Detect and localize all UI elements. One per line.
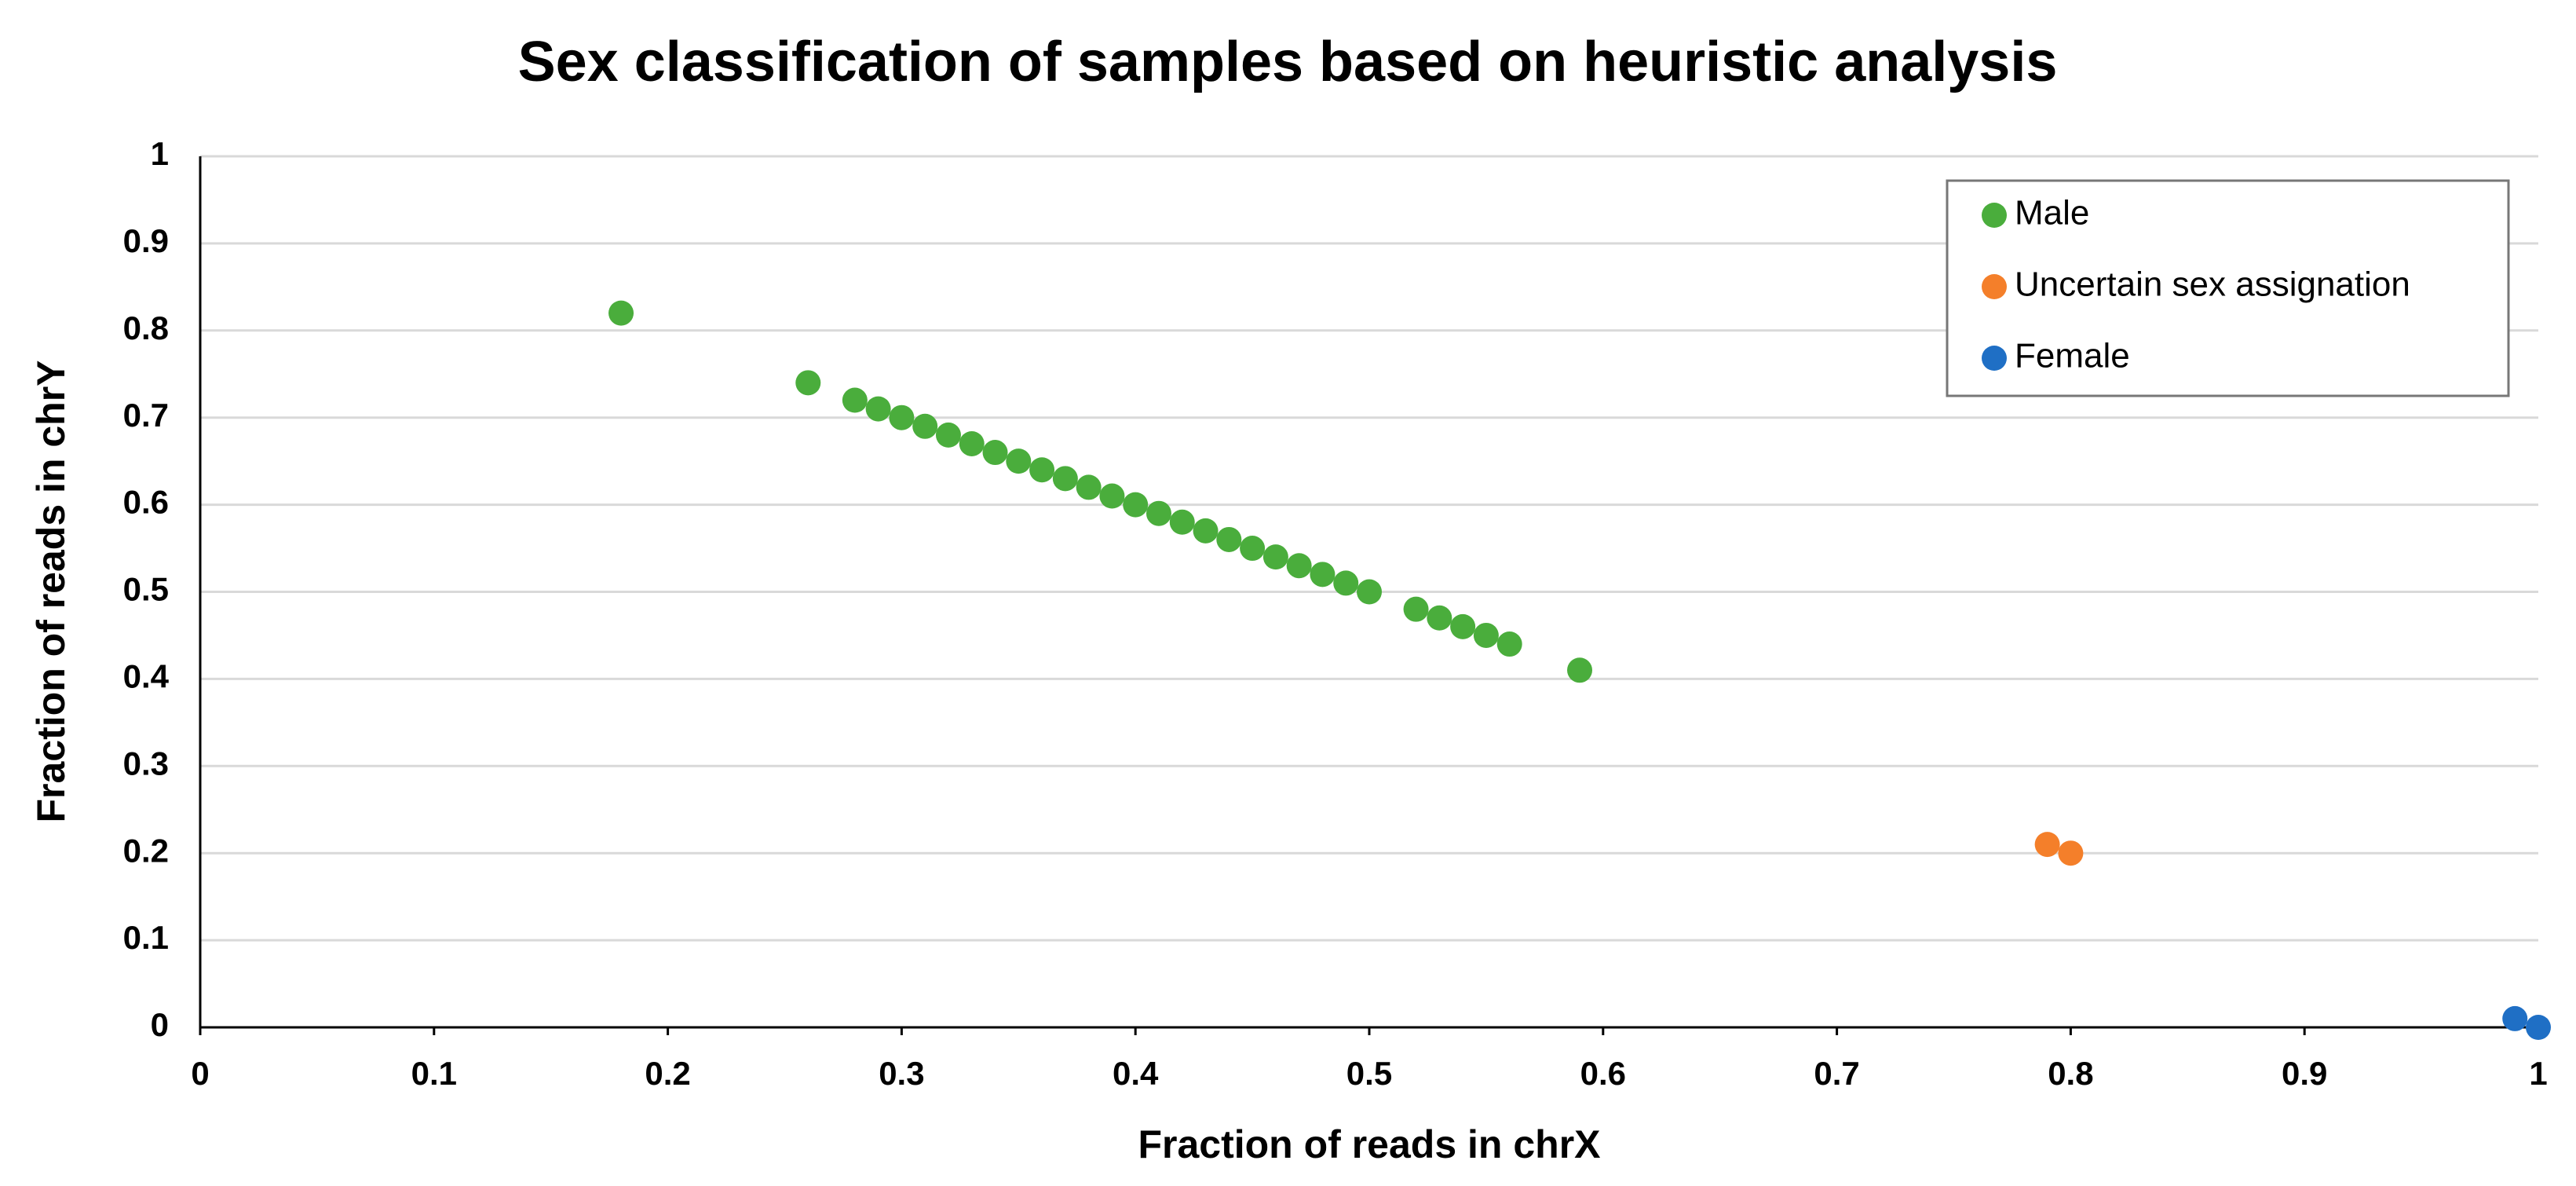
- point: [1123, 492, 1149, 518]
- point: [1052, 466, 1078, 492]
- point: [1473, 622, 1499, 648]
- legend-marker: [1982, 346, 2007, 371]
- x-tick-label: 0.9: [2282, 1055, 2327, 1092]
- y-tick-label: 1: [151, 135, 169, 172]
- point: [982, 440, 1008, 466]
- y-tick-label: 0.3: [123, 745, 169, 782]
- point: [1450, 613, 1476, 639]
- point: [608, 300, 634, 326]
- y-tick-label: 0.5: [123, 571, 169, 608]
- y-tick-label: 0.9: [123, 222, 169, 259]
- point: [795, 370, 821, 396]
- chart-title: Sex classification of samples based on h…: [518, 31, 2058, 93]
- point: [1029, 457, 1055, 483]
- point: [935, 422, 961, 448]
- point: [1310, 562, 1336, 588]
- point: [1357, 579, 1382, 605]
- legend-marker: [1982, 203, 2007, 228]
- x-tick-label: 0.8: [2048, 1055, 2093, 1092]
- point: [889, 404, 915, 430]
- point: [2034, 832, 2060, 858]
- x-tick-label: 1: [2529, 1055, 2547, 1092]
- x-tick-label: 0.3: [879, 1055, 924, 1092]
- y-tick-label: 0.8: [123, 309, 169, 346]
- legend-marker: [1982, 274, 2007, 299]
- y-tick-label: 0.2: [123, 832, 169, 869]
- point: [1496, 631, 1522, 657]
- point: [2526, 1015, 2551, 1040]
- legend-label: Male: [2015, 194, 2089, 232]
- point: [1567, 657, 1593, 683]
- point: [2502, 1005, 2528, 1031]
- x-tick-label: 0.4: [1113, 1055, 1159, 1092]
- y-tick-label: 0: [151, 1006, 169, 1043]
- point: [1169, 509, 1195, 535]
- point: [1286, 553, 1312, 579]
- legend-label: Female: [2015, 337, 2130, 375]
- point: [1145, 500, 1171, 526]
- x-tick-label: 0.5: [1346, 1055, 1392, 1092]
- y-tick-label: 0.6: [123, 484, 169, 521]
- point: [1193, 518, 1219, 544]
- point: [959, 430, 985, 456]
- x-tick-label: 0.1: [411, 1055, 457, 1092]
- point: [1427, 605, 1452, 631]
- point: [865, 396, 891, 422]
- point: [1333, 570, 1359, 596]
- point: [842, 387, 868, 413]
- point: [1262, 544, 1288, 570]
- legend-box: [1946, 179, 2510, 397]
- x-tick-label: 0.2: [645, 1055, 690, 1092]
- y-tick-label: 0.1: [123, 919, 169, 956]
- point: [1403, 596, 1429, 622]
- point: [2058, 840, 2084, 866]
- x-tick-label: 0: [191, 1055, 209, 1092]
- y-tick-label: 0.4: [123, 657, 170, 694]
- y-tick-label: 0.7: [123, 397, 169, 434]
- y-axis-label: Fraction of reads in chrY: [29, 360, 73, 822]
- point: [1240, 536, 1266, 562]
- point: [1216, 526, 1242, 552]
- point: [912, 413, 938, 439]
- x-axis-label: Fraction of reads in chrX: [1138, 1122, 1600, 1166]
- point: [1006, 448, 1032, 474]
- legend-label: Uncertain sex assignation: [2015, 265, 2410, 304]
- x-tick-label: 0.7: [1814, 1055, 1859, 1092]
- point: [1076, 474, 1102, 500]
- point: [1099, 483, 1125, 509]
- x-tick-label: 0.6: [1580, 1055, 1626, 1092]
